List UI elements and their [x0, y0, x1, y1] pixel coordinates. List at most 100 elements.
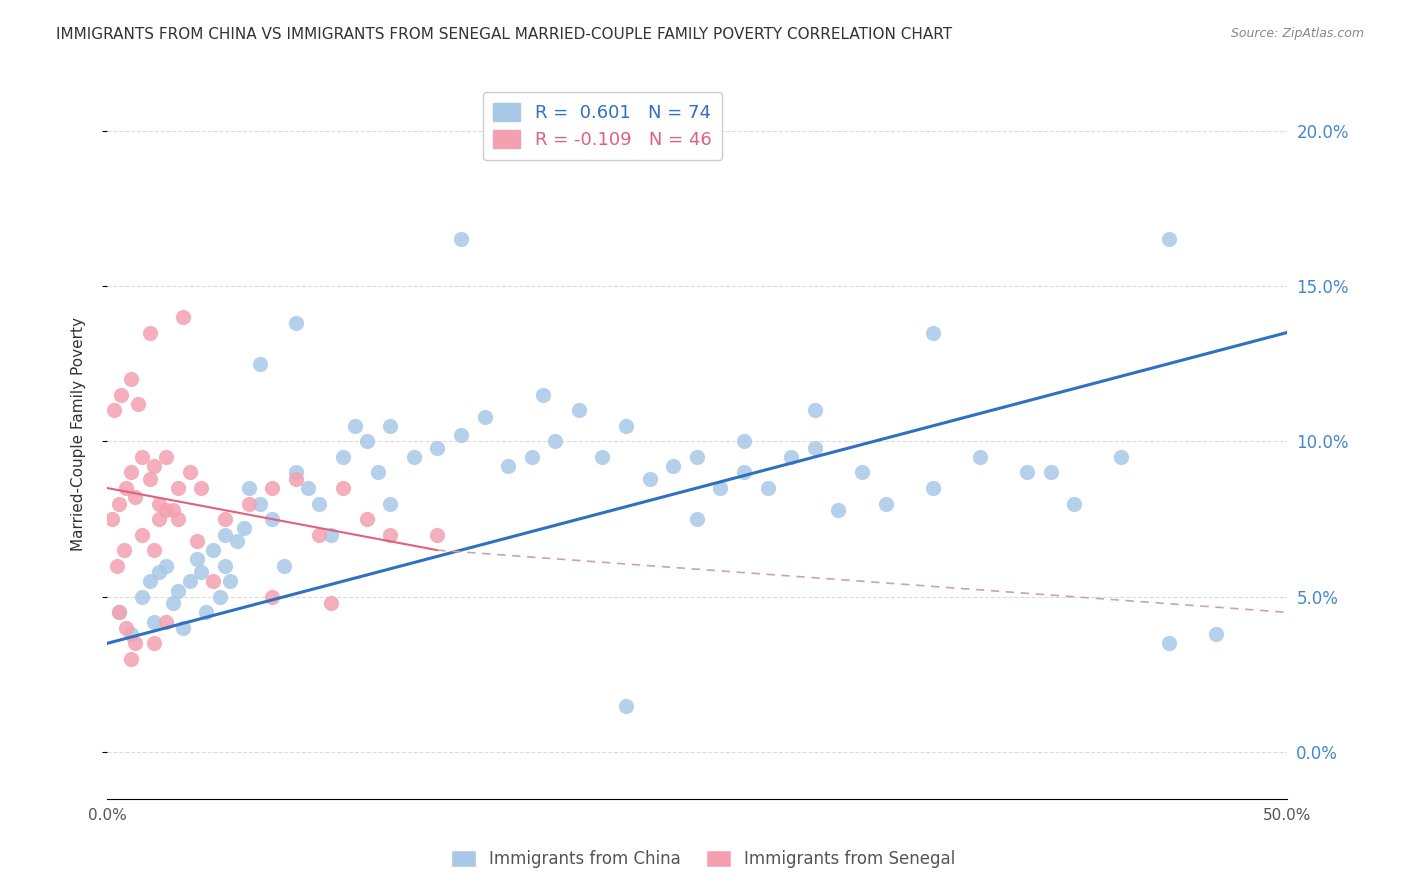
- Point: [284, 316, 307, 330]
- Point: [214, 558, 236, 573]
- Point: [162, 596, 184, 610]
- Point: [1157, 232, 1180, 246]
- Point: [533, 388, 555, 402]
- Point: [343, 418, 366, 433]
- Point: [112, 543, 135, 558]
- Point: [733, 466, 755, 480]
- Point: [780, 450, 803, 464]
- Point: [238, 481, 260, 495]
- Point: [148, 512, 170, 526]
- Point: [733, 434, 755, 449]
- Point: [108, 497, 131, 511]
- Point: [166, 481, 188, 495]
- Point: [356, 434, 378, 449]
- Text: IMMIGRANTS FROM CHINA VS IMMIGRANTS FROM SENEGAL MARRIED-COUPLE FAMILY POVERTY C: IMMIGRANTS FROM CHINA VS IMMIGRANTS FROM…: [56, 27, 952, 42]
- Point: [592, 450, 614, 464]
- Point: [756, 481, 779, 495]
- Point: [218, 574, 240, 589]
- Point: [332, 481, 354, 495]
- Point: [124, 491, 146, 505]
- Point: [1039, 466, 1062, 480]
- Point: [804, 403, 827, 417]
- Point: [614, 418, 637, 433]
- Point: [450, 428, 472, 442]
- Point: [115, 481, 138, 495]
- Point: [131, 590, 153, 604]
- Point: [321, 527, 343, 541]
- Point: [1157, 636, 1180, 650]
- Point: [568, 403, 591, 417]
- Point: [1205, 627, 1227, 641]
- Point: [148, 497, 170, 511]
- Point: [155, 502, 177, 516]
- Point: [378, 418, 401, 433]
- Point: [138, 326, 160, 340]
- Point: [138, 472, 160, 486]
- Point: [190, 565, 212, 579]
- Point: [1111, 450, 1133, 464]
- Point: [190, 481, 212, 495]
- Point: [131, 527, 153, 541]
- Point: [143, 636, 166, 650]
- Point: [120, 627, 142, 641]
- Point: [186, 533, 208, 548]
- Point: [1063, 497, 1085, 511]
- Point: [120, 466, 142, 480]
- Point: [172, 310, 194, 325]
- Point: [426, 441, 449, 455]
- Y-axis label: Married-Couple Family Poverty: Married-Couple Family Poverty: [72, 317, 86, 550]
- Point: [262, 481, 284, 495]
- Point: [520, 450, 543, 464]
- Point: [120, 372, 142, 386]
- Point: [179, 574, 201, 589]
- Point: [105, 558, 128, 573]
- Point: [131, 450, 153, 464]
- Point: [103, 403, 125, 417]
- Point: [827, 502, 849, 516]
- Point: [143, 543, 166, 558]
- Point: [138, 574, 160, 589]
- Point: [166, 512, 188, 526]
- Point: [297, 481, 319, 495]
- Point: [921, 326, 943, 340]
- Point: [638, 472, 661, 486]
- Point: [155, 558, 177, 573]
- Point: [108, 605, 131, 619]
- Point: [921, 481, 943, 495]
- Point: [262, 590, 284, 604]
- Point: [1017, 466, 1039, 480]
- Point: [172, 621, 194, 635]
- Point: [110, 388, 132, 402]
- Point: [195, 605, 218, 619]
- Text: Source: ZipAtlas.com: Source: ZipAtlas.com: [1230, 27, 1364, 40]
- Point: [332, 450, 354, 464]
- Point: [284, 472, 307, 486]
- Point: [308, 497, 330, 511]
- Point: [474, 409, 496, 424]
- Point: [321, 596, 343, 610]
- Point: [120, 652, 142, 666]
- Point: [155, 615, 177, 629]
- Point: [166, 583, 188, 598]
- Point: [202, 543, 225, 558]
- Point: [356, 512, 378, 526]
- Point: [155, 450, 177, 464]
- Point: [148, 565, 170, 579]
- Point: [544, 434, 567, 449]
- Point: [709, 481, 731, 495]
- Point: [186, 552, 208, 566]
- Legend: Immigrants from China, Immigrants from Senegal: Immigrants from China, Immigrants from S…: [444, 843, 962, 875]
- Point: [143, 459, 166, 474]
- Point: [127, 397, 149, 411]
- Point: [249, 357, 271, 371]
- Point: [101, 512, 124, 526]
- Point: [662, 459, 685, 474]
- Point: [284, 466, 307, 480]
- Point: [262, 512, 284, 526]
- Point: [209, 590, 232, 604]
- Point: [308, 527, 330, 541]
- Point: [202, 574, 225, 589]
- Point: [108, 605, 131, 619]
- Point: [249, 497, 271, 511]
- Point: [162, 502, 184, 516]
